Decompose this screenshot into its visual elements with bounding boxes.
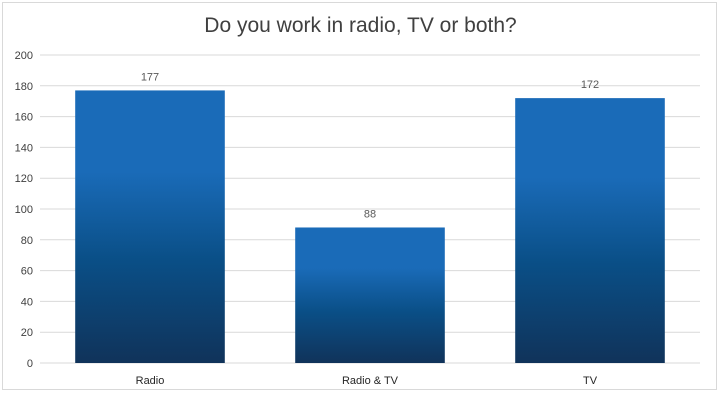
x-tick-label: Radio & TV: [342, 375, 399, 387]
y-tick-label: 180: [15, 81, 33, 93]
y-tick-label: 160: [15, 112, 33, 124]
y-tick-label: 140: [15, 142, 33, 154]
y-tick-label: 100: [15, 204, 33, 216]
bar: [75, 90, 225, 364]
y-tick-label: 0: [27, 358, 33, 370]
data-label: 172: [581, 79, 599, 91]
y-tick-label: 60: [21, 266, 33, 278]
bars: [75, 90, 665, 364]
data-label: 177: [141, 71, 159, 83]
x-tick-label: TV: [583, 375, 598, 387]
y-axis-ticks: 0 20 40 60 80 100 120 140 160 180 200: [15, 50, 33, 370]
x-axis-categories: Radio Radio & TV TV: [136, 375, 598, 387]
bar: [515, 98, 665, 364]
y-tick-label: 40: [21, 296, 33, 308]
x-tick-label: Radio: [136, 375, 165, 387]
y-tick-label: 20: [21, 327, 33, 339]
y-tick-label: 80: [21, 235, 33, 247]
y-tick-label: 200: [15, 50, 33, 62]
bar: [295, 227, 445, 363]
chart-title: Do you work in radio, TV or both?: [204, 14, 517, 37]
y-tick-label: 120: [15, 173, 33, 185]
data-label: 88: [364, 208, 376, 220]
data-labels: 177 88 172: [141, 71, 599, 220]
